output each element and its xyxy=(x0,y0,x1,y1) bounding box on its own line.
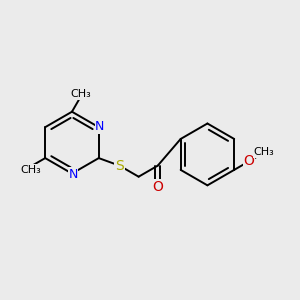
Text: CH₃: CH₃ xyxy=(70,89,91,99)
Text: CH₃: CH₃ xyxy=(20,165,41,175)
Text: O: O xyxy=(152,180,163,194)
Text: O: O xyxy=(244,154,254,168)
Text: N: N xyxy=(68,168,78,181)
Text: N: N xyxy=(95,120,105,133)
Text: CH₃: CH₃ xyxy=(253,147,274,157)
Text: S: S xyxy=(115,159,124,173)
